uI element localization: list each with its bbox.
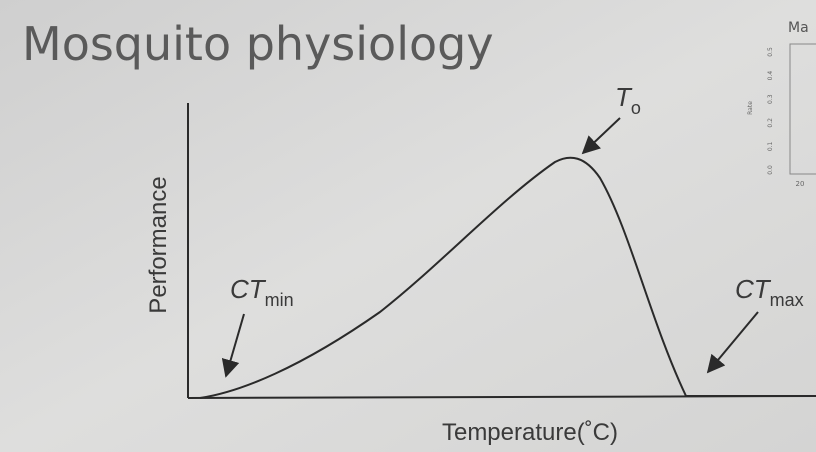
inset-y-tick-label: 0.4 — [767, 71, 774, 81]
inset-title: Ma — [788, 20, 809, 36]
inset-y-tick-label: 0.2 — [767, 118, 774, 128]
inset-y-tick-label: 0.0 — [767, 165, 774, 175]
ctmax-main: CT — [735, 274, 772, 304]
inset-y-tick-label: 0.5 — [767, 47, 774, 57]
slide: Mosquito physiology Performance Temperat… — [0, 0, 816, 452]
to-sub: o — [631, 98, 641, 118]
ctmax-sub: max — [770, 290, 804, 310]
slide-title: Mosquito physiology — [22, 17, 494, 71]
inset-y-tick-label: 0.3 — [767, 94, 774, 104]
x-axis-label: Temperature(˚C) — [442, 419, 618, 446]
y-axis-label: Performance — [145, 176, 172, 313]
inset-y-label: Rate — [747, 101, 754, 115]
inset-y-tick-label: 0.1 — [767, 141, 774, 151]
inset-x-tick-label: 20 — [796, 180, 805, 188]
ctmin-main: CT — [230, 274, 267, 304]
ctmin-sub: min — [265, 290, 294, 310]
